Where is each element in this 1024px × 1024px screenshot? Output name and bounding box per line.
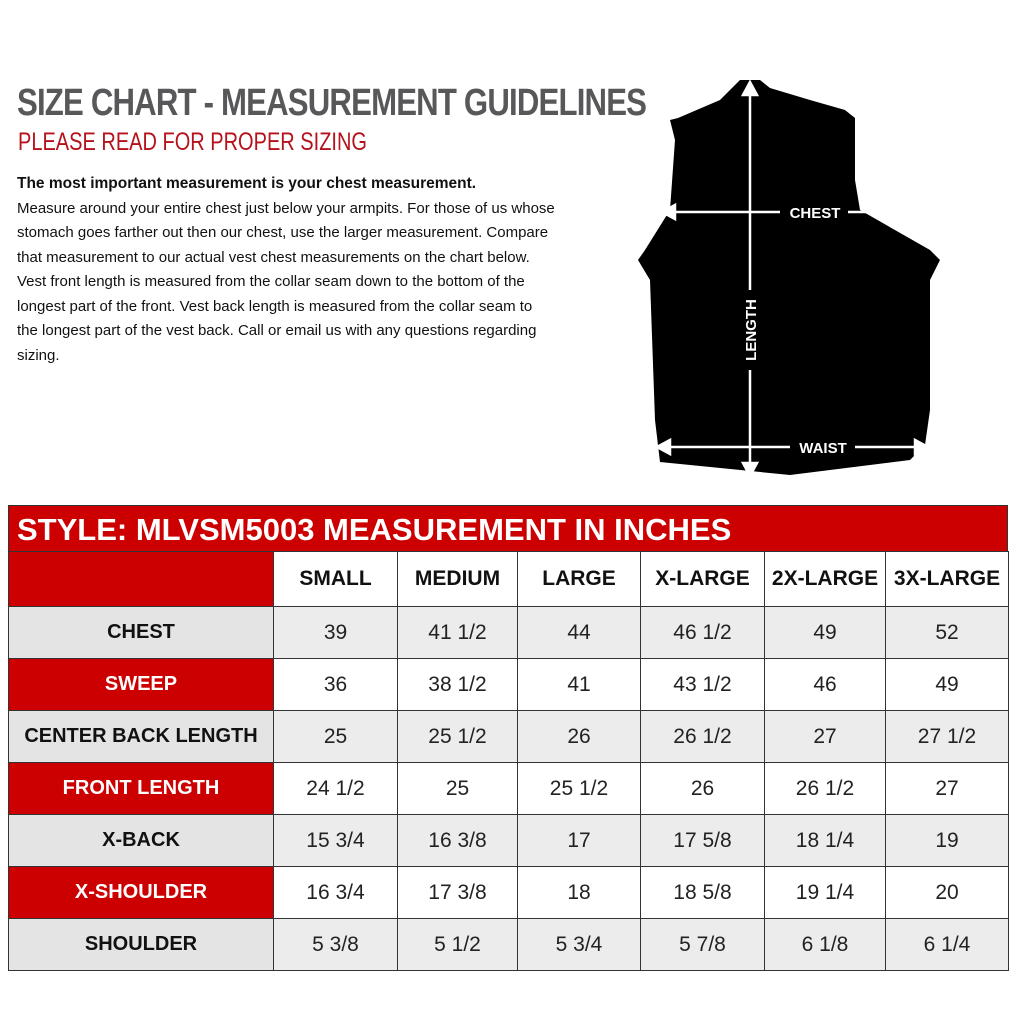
column-header: LARGE: [517, 551, 641, 607]
table-cell: 18: [517, 866, 641, 919]
table-cell: 24 1/2: [273, 762, 398, 815]
column-header: 3X-LARGE: [885, 551, 1009, 607]
header-corner: [8, 551, 274, 607]
table-row: CHEST 39 41 1/2 44 46 1/2 49 52: [8, 606, 1009, 659]
table-cell: 25: [397, 762, 518, 815]
table-cell: 44: [517, 606, 641, 659]
table-cell: 27 1/2: [885, 710, 1009, 763]
table-cell: 26 1/2: [640, 710, 765, 763]
table-row: FRONT LENGTH 24 1/2 25 25 1/2 26 26 1/2 27: [8, 762, 1009, 815]
table-cell: 36: [273, 658, 398, 711]
row-label: CENTER BACK LENGTH: [8, 710, 274, 763]
table-cell: 25: [273, 710, 398, 763]
table-cell: 5 3/4: [517, 918, 641, 971]
table-row: CENTER BACK LENGTH 25 25 1/2 26 26 1/2 27 27 1…: [8, 710, 1009, 763]
table-cell: 18 5/8: [640, 866, 765, 919]
row-label: X-BACK: [8, 814, 274, 867]
waist-label: WAIST: [799, 440, 847, 457]
table-cell: 17 3/8: [397, 866, 518, 919]
table-title: STYLE: MLVSM5003 MEASUREMENT IN INCHES: [8, 505, 1008, 551]
table-cell: 5 7/8: [640, 918, 765, 971]
table-row: X-SHOULDER 16 3/4 17 3/8 18 18 5/8 19 1/4 20: [8, 866, 1009, 919]
table-header-row: SMALL MEDIUM LARGE X-LARGE 2X-LARGE 3X-L…: [8, 551, 1009, 607]
intro-text: The most important measurement is your c…: [17, 172, 557, 368]
table-cell: 46 1/2: [640, 606, 765, 659]
table-cell: 19 1/4: [764, 866, 886, 919]
page-title: SIZE CHART - MEASUREMENT GUIDELINES: [17, 82, 647, 124]
table-cell: 5 3/8: [273, 918, 398, 971]
row-label: X-SHOULDER: [8, 866, 274, 919]
table-cell: 18 1/4: [764, 814, 886, 867]
table-cell: 43 1/2: [640, 658, 765, 711]
table-cell: 26 1/2: [764, 762, 886, 815]
column-header: MEDIUM: [397, 551, 518, 607]
chest-label: CHEST: [790, 205, 841, 222]
table-cell: 19: [885, 814, 1009, 867]
length-label: LENGTH: [743, 299, 760, 361]
table-cell: 52: [885, 606, 1009, 659]
table-cell: 5 1/2: [397, 918, 518, 971]
column-header: SMALL: [273, 551, 398, 607]
table-cell: 25 1/2: [517, 762, 641, 815]
row-label: CHEST: [8, 606, 274, 659]
table-cell: 41 1/2: [397, 606, 518, 659]
vest-diagram: CHEST WAIST LENGTH: [638, 80, 940, 479]
table-row: X-BACK 15 3/4 16 3/8 17 17 5/8 18 1/4 19: [8, 814, 1009, 867]
table-cell: 27: [764, 710, 886, 763]
size-table: SMALL MEDIUM LARGE X-LARGE 2X-LARGE 3X-L…: [8, 551, 1009, 971]
table-cell: 46: [764, 658, 886, 711]
intro-body: Measure around your entire chest just be…: [17, 199, 555, 364]
table-cell: 20: [885, 866, 1009, 919]
table-cell: 38 1/2: [397, 658, 518, 711]
table-cell: 49: [764, 606, 886, 659]
page-subtitle: PLEASE READ FOR PROPER SIZING: [18, 128, 367, 156]
table-cell: 6 1/4: [885, 918, 1009, 971]
column-header: X-LARGE: [640, 551, 765, 607]
table-cell: 27: [885, 762, 1009, 815]
table-cell: 26: [517, 710, 641, 763]
table-cell: 26: [640, 762, 765, 815]
intro-bold: The most important measurement is your c…: [17, 175, 477, 192]
table-cell: 16 3/8: [397, 814, 518, 867]
table-cell: 41: [517, 658, 641, 711]
table-cell: 39: [273, 606, 398, 659]
row-label: FRONT LENGTH: [8, 762, 274, 815]
size-table-section: STYLE: MLVSM5003 MEASUREMENT IN INCHES S…: [8, 505, 1009, 971]
column-header: 2X-LARGE: [764, 551, 886, 607]
row-label: SWEEP: [8, 658, 274, 711]
table-cell: 15 3/4: [273, 814, 398, 867]
vest-silhouette: [638, 80, 940, 475]
row-label: SHOULDER: [8, 918, 274, 971]
table-cell: 49: [885, 658, 1009, 711]
table-cell: 16 3/4: [273, 866, 398, 919]
table-cell: 17 5/8: [640, 814, 765, 867]
table-row: SHOULDER 5 3/8 5 1/2 5 3/4 5 7/8 6 1/8 6 1/4: [8, 918, 1009, 971]
table-row: SWEEP 36 38 1/2 41 43 1/2 46 49: [8, 658, 1009, 711]
table-cell: 17: [517, 814, 641, 867]
table-cell: 6 1/8: [764, 918, 886, 971]
table-cell: 25 1/2: [397, 710, 518, 763]
